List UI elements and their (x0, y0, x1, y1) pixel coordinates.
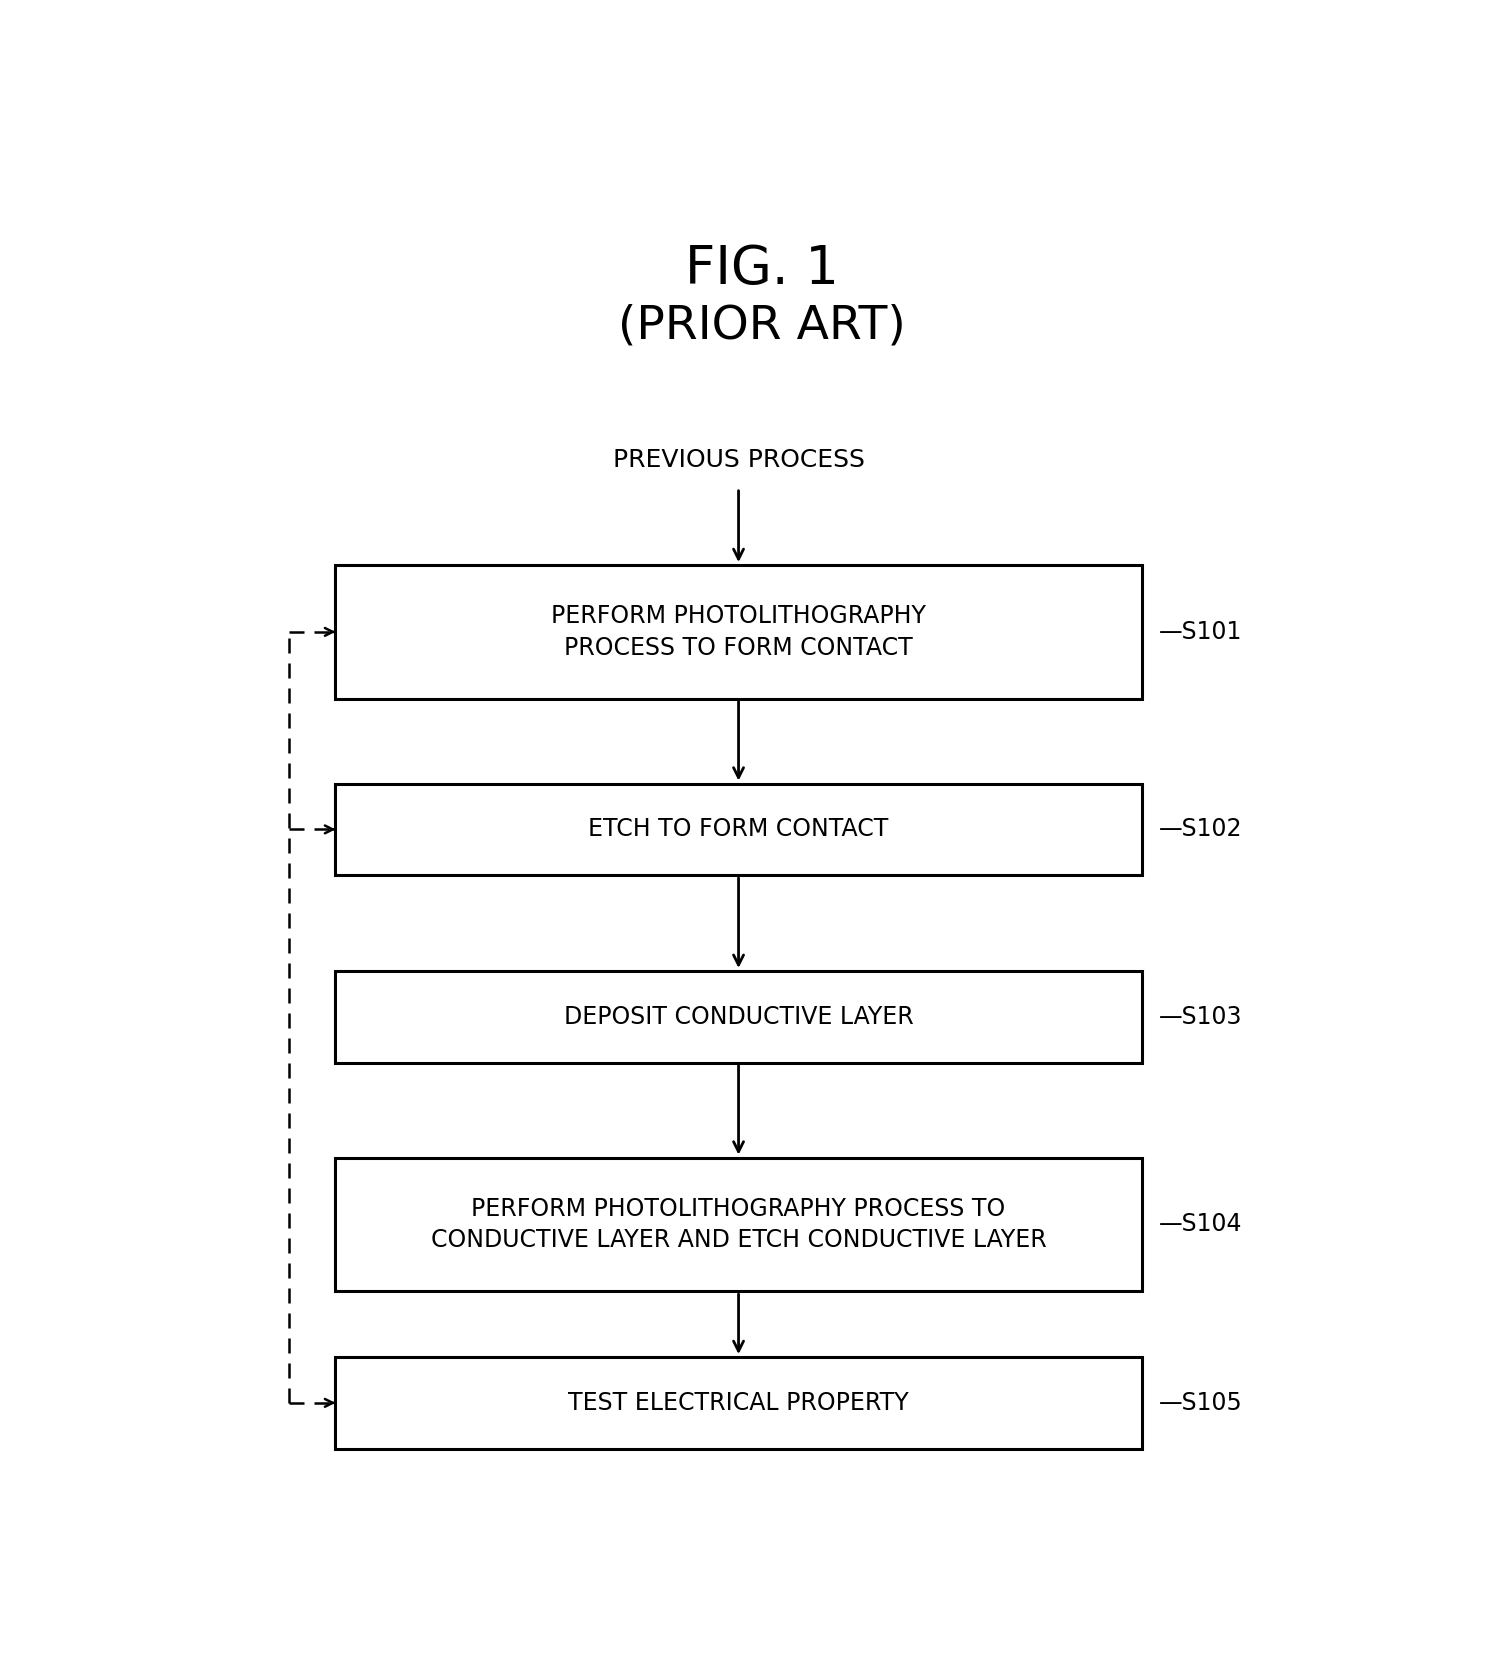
Bar (336, 1357, 1141, 1448)
Text: PREVIOUS PROCESS: PREVIOUS PROCESS (612, 449, 865, 472)
Text: PERFORM PHOTOLITHOGRAPHY
PROCESS TO FORM CONTACT: PERFORM PHOTOLITHOGRAPHY PROCESS TO FORM… (551, 604, 926, 660)
Text: —S101: —S101 (1159, 621, 1242, 644)
Text: —S105: —S105 (1159, 1390, 1242, 1415)
Text: —S104: —S104 (1159, 1213, 1242, 1236)
Bar (336, 1157, 1141, 1291)
Text: ETCH TO FORM CONTACT: ETCH TO FORM CONTACT (588, 818, 889, 841)
Text: PERFORM PHOTOLITHOGRAPHY PROCESS TO
CONDUCTIVE LAYER AND ETCH CONDUCTIVE LAYER: PERFORM PHOTOLITHOGRAPHY PROCESS TO COND… (431, 1197, 1046, 1253)
Text: TEST ELECTRICAL PROPERTY: TEST ELECTRICAL PROPERTY (568, 1390, 909, 1415)
Text: (PRIOR ART): (PRIOR ART) (618, 303, 905, 349)
Text: —S103: —S103 (1159, 1005, 1242, 1029)
Text: —S102: —S102 (1159, 818, 1242, 841)
Text: DEPOSIT CONDUCTIVE LAYER: DEPOSIT CONDUCTIVE LAYER (563, 1005, 914, 1029)
Bar (336, 783, 1141, 875)
Text: FIG. 1: FIG. 1 (685, 243, 838, 295)
Bar (336, 971, 1141, 1063)
Bar (336, 564, 1141, 698)
